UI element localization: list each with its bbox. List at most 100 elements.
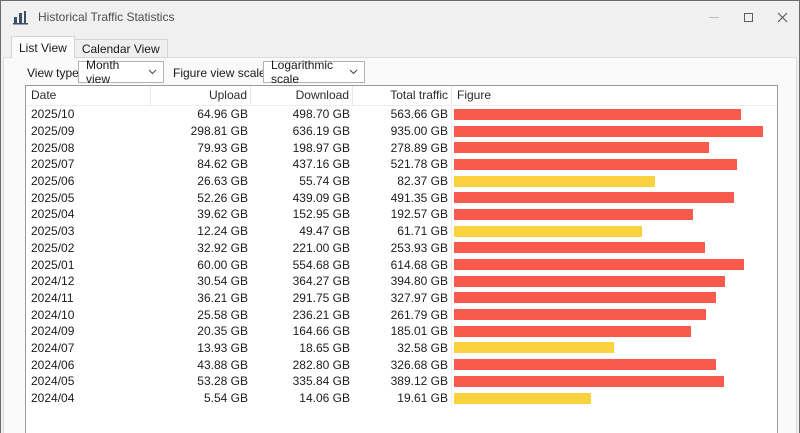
figure-bar [454,325,691,337]
table-row[interactable]: 2025/07 84.62 GB 437.16 GB 521.78 GB [26,156,777,173]
table-row[interactable]: 2025/03 12.24 GB 49.47 GB 61.71 GB [26,222,777,240]
cell-total-traffic: 521.78 GB [390,157,448,172]
cell-upload: 25.58 GB [197,307,248,322]
cell-figure [451,222,777,240]
figure-bar [454,108,741,120]
cell-upload: 298.81 GB [190,124,248,139]
cell-date: 2025/09 [31,124,75,139]
table-row[interactable]: 2024/07 13.93 GB 18.65 GB 32.58 GB [26,339,777,357]
tab-strip: List View Calendar View [11,36,168,58]
figure-bar [454,175,655,187]
column-header-date[interactable]: Date [26,86,151,105]
view-type-dropdown[interactable]: Month view [78,58,164,86]
cell-download: 49.47 GB [299,224,350,239]
figure-bar [454,309,707,321]
cell-download: 18.65 GB [299,340,350,355]
cell-download: 636.19 GB [292,124,350,139]
cell-total-traffic: 253.93 GB [390,240,448,255]
table-header: Date Upload Download Total traffic Figur… [26,86,777,106]
column-header-figure[interactable]: Figure [451,86,777,105]
figure-bar [454,259,745,271]
cell-date: 2025/07 [31,157,75,172]
cell-figure [451,272,777,290]
cell-date: 2024/06 [31,357,75,372]
table-row[interactable]: 2024/12 30.54 GB 364.27 GB 394.80 GB [26,272,777,290]
cell-download: 236.21 GB [292,307,350,322]
table-row[interactable]: 2025/01 60.00 GB 554.68 GB 614.68 GB [26,256,777,273]
cell-download: 335.84 GB [292,374,350,389]
cell-download: 55.74 GB [299,174,350,189]
table-row[interactable]: 2025/02 32.92 GB 221.00 GB 253.93 GB [26,239,777,257]
figure-bar [454,192,735,204]
cell-upload: 79.93 GB [197,140,248,155]
cell-date: 2024/11 [31,290,74,305]
cell-figure [451,122,777,140]
figure-bar [454,125,763,137]
figure-bar [454,242,705,254]
table-row[interactable]: 2024/04 5.54 GB 14.06 GB 19.61 GB [26,389,777,407]
figure-bar [454,359,717,371]
cell-download: 198.97 GB [292,140,350,155]
cell-figure [451,239,777,257]
figure-bar [454,275,725,287]
cell-download: 364.27 GB [292,274,350,289]
cell-figure [451,289,777,307]
figure-bar [454,225,642,237]
column-header-total-traffic[interactable]: Total traffic [390,88,448,102]
table-row[interactable]: 2025/08 79.93 GB 198.97 GB 278.89 GB [26,139,777,157]
figure-bar [454,292,717,304]
cell-date: 2025/06 [31,174,75,189]
tab-calendar-view[interactable]: Calendar View [73,39,168,58]
cell-upload: 5.54 GB [203,391,248,406]
minimize-button[interactable] [697,1,731,33]
table-row[interactable]: 2024/10 25.58 GB 236.21 GB 261.79 GB [26,306,777,323]
figure-scale-dropdown[interactable]: Logarithmic scale [263,58,365,86]
bar-chart-icon [13,10,28,24]
cell-upload: 52.26 GB [197,190,248,205]
view-type-selected-value: Month view [86,58,120,86]
table-row[interactable]: 2024/11 36.21 GB 291.75 GB 327.97 GB [26,289,777,307]
cell-download: 439.09 GB [292,190,350,205]
cell-date: 2025/04 [31,207,75,222]
table-body: 2025/10 64.96 GB 498.70 GB 563.66 GB 202… [26,106,777,407]
traffic-table: Date Upload Download Total traffic Figur… [25,85,778,433]
cell-total-traffic: 326.68 GB [390,357,448,372]
table-row[interactable]: 2025/05 52.26 GB 439.09 GB 491.35 GB [26,189,777,207]
close-button[interactable] [765,1,799,33]
cell-figure [451,389,777,407]
cell-date: 2025/02 [31,240,75,255]
title-bar: Historical Traffic Statistics [1,1,799,33]
cell-upload: 13.93 GB [197,340,248,355]
figure-bar [454,375,724,387]
table-row[interactable]: 2025/10 64.96 GB 498.70 GB 563.66 GB [26,106,777,123]
cell-total-traffic: 327.97 GB [390,290,448,305]
table-row[interactable]: 2024/05 53.28 GB 335.84 GB 389.12 GB [26,373,777,390]
chevron-down-icon [349,69,358,75]
window-title: Historical Traffic Statistics [38,10,175,24]
figure-bar [454,158,737,170]
cell-date: 2025/03 [31,224,75,239]
cell-date: 2025/08 [31,140,75,155]
cell-total-traffic: 185.01 GB [390,324,448,339]
cell-upload: 60.00 GB [197,257,248,272]
maximize-button[interactable] [731,1,765,33]
column-header-download[interactable]: Download [251,86,353,105]
table-row[interactable]: 2024/06 43.88 GB 282.80 GB 326.68 GB [26,356,777,373]
cell-total-traffic: 491.35 GB [390,190,448,205]
view-type-label: View type: [27,66,83,80]
maximize-icon [743,12,753,22]
cell-download: 164.66 GB [292,324,350,339]
cell-date: 2024/07 [31,340,75,355]
table-row[interactable]: 2025/04 39.62 GB 152.95 GB 192.57 GB [26,206,777,223]
column-header-upload[interactable]: Upload [151,86,251,105]
table-row[interactable]: 2025/09 298.81 GB 636.19 GB 935.00 GB [26,122,777,140]
cell-figure [451,356,777,373]
cell-date: 2024/10 [31,307,75,322]
cell-date: 2025/10 [31,107,75,122]
cell-figure [451,139,777,157]
table-row[interactable]: 2025/06 26.63 GB 55.74 GB 82.37 GB [26,172,777,190]
cell-upload: 39.62 GB [197,207,248,222]
table-row[interactable]: 2024/09 20.35 GB 164.66 GB 185.01 GB [26,322,777,340]
tab-list-view[interactable]: List View [11,36,75,58]
